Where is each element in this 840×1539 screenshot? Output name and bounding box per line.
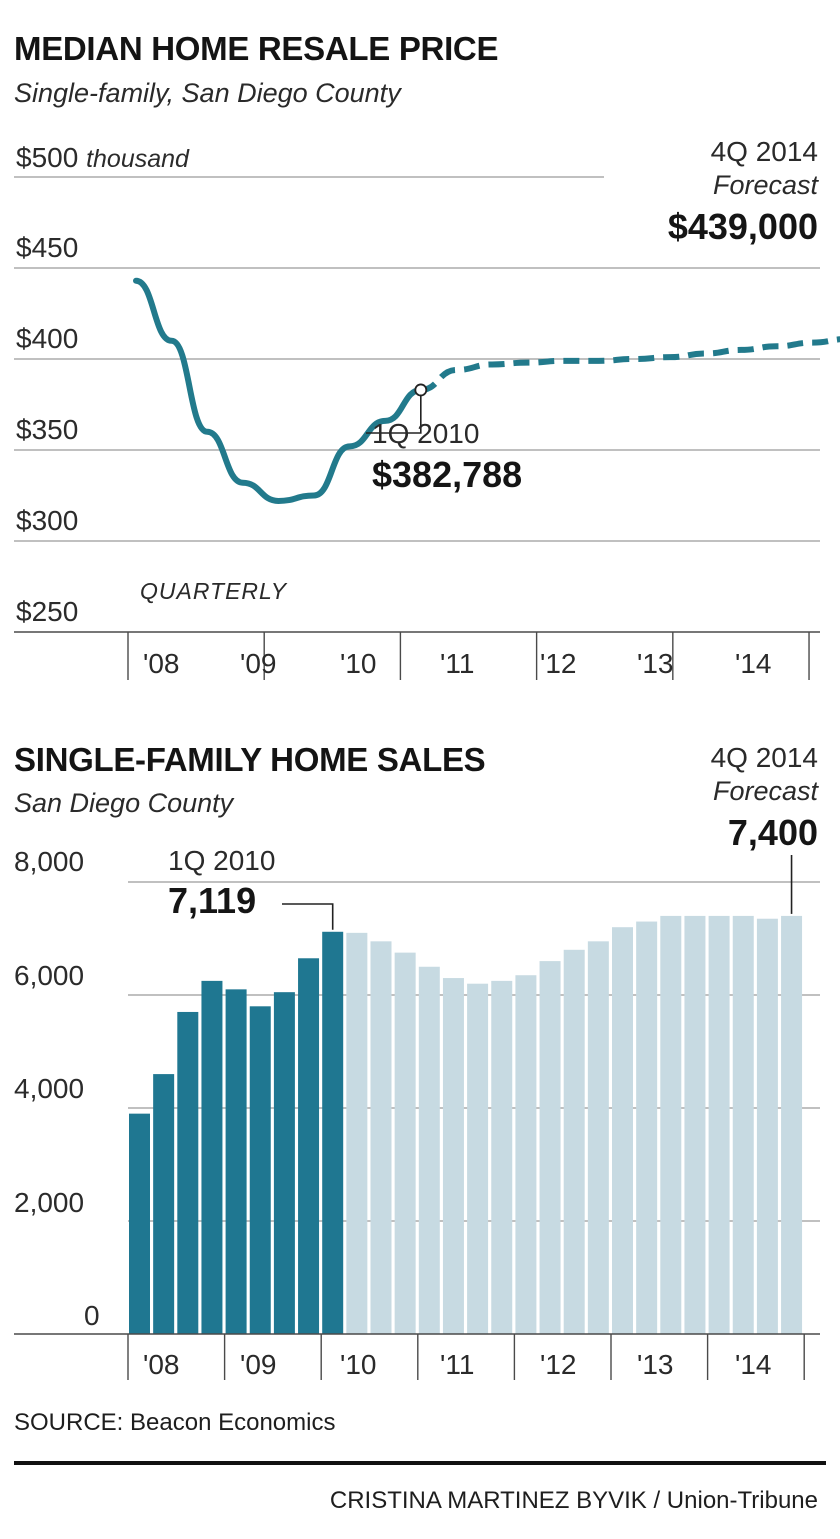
sales-bar-forecast	[370, 941, 392, 1334]
sales-bar-forecast	[708, 915, 730, 1334]
sales-bar-actual	[273, 992, 295, 1334]
price-y-tick-500: $500 thousand	[16, 142, 189, 174]
sales-x-tick-13: '13	[637, 1349, 674, 1380]
price-marker-1q2010	[414, 383, 428, 397]
sales-bar-forecast	[587, 941, 609, 1334]
sales-bar-forecast	[660, 915, 682, 1334]
price-y-tick-300: $300	[16, 505, 79, 536]
price-x-tick-10: '10	[340, 648, 377, 679]
sales-x-tick-12: '12	[540, 1349, 577, 1380]
price-callout-4q2014-value: $439,000	[667, 206, 818, 247]
price-x-tick-08: '08	[143, 648, 180, 679]
sales-bar-forecast	[467, 983, 489, 1334]
sales-bar-forecast	[346, 932, 368, 1334]
sales-bar-forecast	[612, 927, 633, 1334]
price-x-tick-13: '13	[637, 648, 674, 679]
sales-callout-1q2010-value: 7,119	[168, 880, 257, 921]
sales-chart-title: SINGLE-FAMILY HOME SALES	[14, 741, 486, 778]
source-note: SOURCE: Beacon Economics	[14, 1409, 336, 1436]
sales-bar-forecast	[781, 915, 803, 1334]
sales-callout-4q2014-note: Forecast	[712, 776, 818, 806]
sales-callout-4q2014-value: 7,400	[727, 812, 818, 853]
sales-y-tick-8000: 8,000	[14, 846, 85, 877]
sales-bar-actual	[201, 980, 223, 1334]
sales-bar-forecast	[394, 952, 416, 1334]
price-x-tick-11: '11	[440, 648, 475, 679]
sales-bar-forecast	[563, 949, 585, 1334]
price-callout-leader-1q2010	[366, 395, 422, 434]
sales-bar-forecast	[732, 915, 754, 1334]
sales-bar-actual	[298, 958, 320, 1334]
sales-bar-forecast	[442, 978, 464, 1334]
sales-x-tick-11: '11	[440, 1349, 475, 1380]
price-forecast-line	[420, 336, 840, 393]
price-callout-4q2014-label: 4Q 2014	[710, 136, 818, 167]
sales-bar-actual	[322, 931, 344, 1334]
sales-callout-1q2010-label: 1Q 2010	[168, 845, 276, 876]
sales-y-tick-2000: 2,000	[14, 1187, 85, 1218]
sales-bar-forecast	[515, 975, 537, 1334]
sales-bar-forecast	[491, 980, 513, 1334]
credit-line: CRISTINA MARTINEZ BYVIK / Union-Tribune	[329, 1487, 818, 1514]
sales-y-tick-4000: 4,000	[14, 1073, 85, 1104]
price-x-tick-09: '09	[240, 648, 277, 679]
sales-x-tick-08: '08	[143, 1349, 180, 1380]
sales-bar-forecast	[539, 961, 561, 1334]
price-actual-line	[133, 277, 424, 504]
price-y-tick-350: $350	[16, 414, 79, 445]
sales-y-tick-0: 0	[84, 1300, 100, 1331]
price-chart-title: MEDIAN HOME RESALE PRICE	[14, 30, 499, 67]
price-y-tick-label: $500	[16, 142, 79, 173]
sales-bar-forecast	[418, 966, 440, 1334]
price-quarterly-note: QUARTERLY	[140, 578, 288, 604]
sales-chart-subtitle: San Diego County	[14, 788, 234, 818]
price-callout-1q2010-value: $382,788	[372, 454, 523, 495]
sales-x-tick-10: '10	[340, 1349, 377, 1380]
sales-x-tick-14: '14	[735, 1349, 772, 1380]
price-y-unit-label: thousand	[86, 145, 189, 173]
price-callout-1q2010-label: 1Q 2010	[372, 418, 480, 449]
price-x-tick-12: '12	[540, 648, 577, 679]
sales-bar-actual	[225, 989, 247, 1334]
sales-callout-leader-1q2010	[282, 903, 334, 930]
sales-bar-forecast	[756, 918, 778, 1334]
sales-callout-4q2014-label: 4Q 2014	[710, 742, 818, 773]
sales-bar-actual	[129, 1113, 150, 1334]
price-chart-subtitle: Single-family, San Diego County	[14, 78, 401, 108]
sales-x-tick-09: '09	[240, 1349, 277, 1380]
sales-bar-actual	[153, 1074, 175, 1334]
sales-bar-forecast	[636, 921, 658, 1334]
sales-bar-forecast	[684, 915, 706, 1334]
price-x-tick-14: '14	[735, 648, 772, 679]
price-y-tick-450: $450	[16, 232, 79, 263]
price-y-tick-400: $400	[16, 323, 79, 354]
price-y-tick-250: $250	[16, 596, 79, 627]
sales-bar-actual	[249, 1006, 271, 1334]
sales-y-tick-6000: 6,000	[14, 960, 85, 991]
price-callout-4q2014-note: Forecast	[712, 170, 818, 200]
sales-bar-actual	[177, 1011, 199, 1334]
